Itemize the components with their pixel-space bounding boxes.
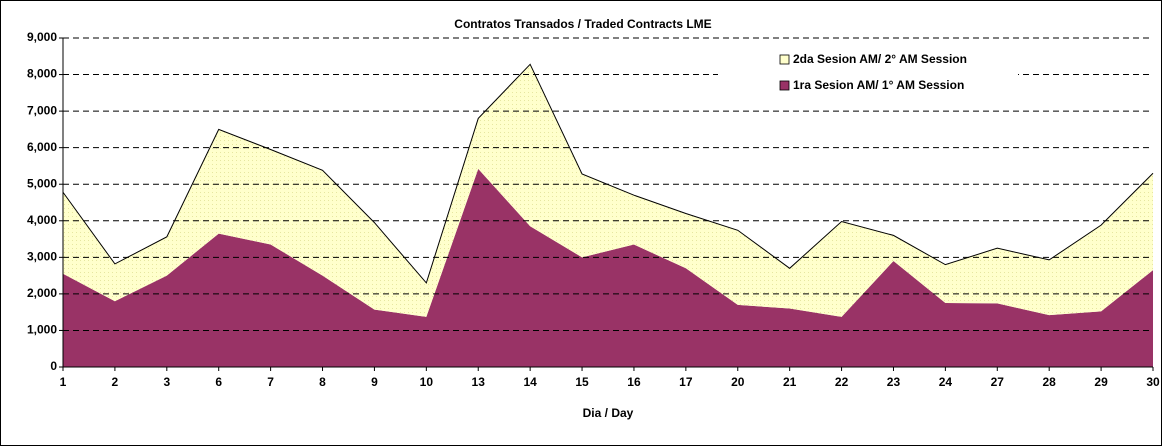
legend-swatch [779, 54, 790, 65]
y-tick-label: 1,000 [27, 323, 57, 337]
x-tick-label: 3 [163, 375, 170, 389]
x-axis-label: Dia / Day [583, 406, 634, 420]
x-tick-label: 23 [887, 375, 901, 389]
x-tick-label: 28 [1043, 375, 1057, 389]
x-tick-label: 15 [575, 375, 589, 389]
area [63, 64, 1153, 317]
legend-box [718, 48, 1018, 98]
x-tick-label: 30 [1146, 375, 1160, 389]
y-tick-label: 5,000 [27, 176, 57, 190]
x-tick-label: 1 [60, 375, 67, 389]
legend-label: 1ra Sesion AM/ 1° AM Session [793, 78, 964, 92]
y-tick-label: 4,000 [27, 213, 57, 227]
y-tick-label: 0 [50, 359, 57, 373]
y-tick-label: 8,000 [27, 67, 57, 81]
x-tick-label: 10 [420, 375, 434, 389]
x-tick-label: 8 [319, 375, 326, 389]
chart-title: Contratos Transados / Traded Contracts L… [454, 17, 711, 31]
y-tick-label: 9,000 [27, 30, 57, 44]
y-tick-label: 6,000 [27, 140, 57, 154]
x-tick-label: 17 [679, 375, 693, 389]
legend-label: 2da Sesion AM/ 2° AM Session [793, 52, 967, 66]
x-tick-label: 27 [991, 375, 1005, 389]
x-tick-label: 7 [267, 375, 274, 389]
x-tick-label: 16 [627, 375, 641, 389]
x-tick-label: 13 [472, 375, 486, 389]
x-tick-label: 2 [112, 375, 119, 389]
x-tick-label: 24 [939, 375, 953, 389]
x-tick-label: 14 [523, 375, 537, 389]
legend-swatch [779, 80, 790, 91]
area [63, 168, 1153, 367]
x-tick-label: 20 [731, 375, 745, 389]
x-tick-label: 22 [835, 375, 849, 389]
x-tick-label: 6 [215, 375, 222, 389]
y-tick-label: 7,000 [27, 103, 57, 117]
x-tick-label: 29 [1094, 375, 1108, 389]
y-tick-label: 3,000 [27, 250, 57, 264]
y-tick-label: 2,000 [27, 286, 57, 300]
x-tick-label: 21 [783, 375, 797, 389]
x-tick-label: 9 [371, 375, 378, 389]
